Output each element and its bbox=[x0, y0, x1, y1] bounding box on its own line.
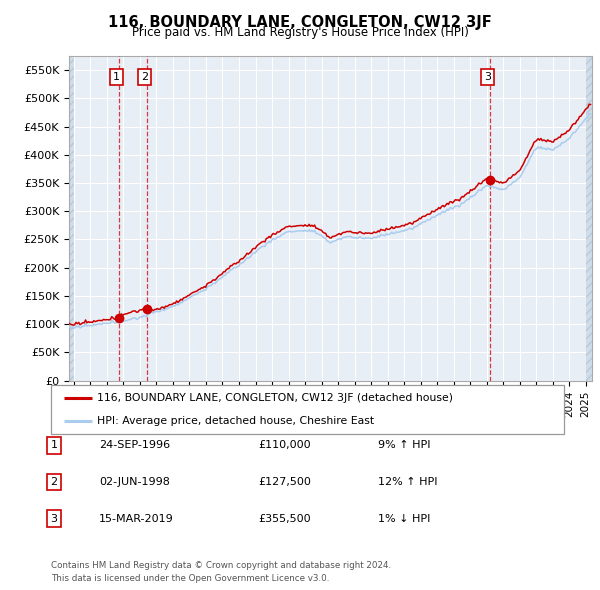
Text: £355,500: £355,500 bbox=[258, 514, 311, 523]
Text: £110,000: £110,000 bbox=[258, 441, 311, 450]
Text: £127,500: £127,500 bbox=[258, 477, 311, 487]
Text: 3: 3 bbox=[484, 72, 491, 82]
Text: 02-JUN-1998: 02-JUN-1998 bbox=[99, 477, 170, 487]
Bar bbox=[586, 56, 592, 381]
Text: Contains HM Land Registry data © Crown copyright and database right 2024.
This d: Contains HM Land Registry data © Crown c… bbox=[51, 562, 391, 583]
Text: 9% ↑ HPI: 9% ↑ HPI bbox=[378, 441, 431, 450]
Text: 1: 1 bbox=[50, 441, 58, 450]
Text: 1% ↓ HPI: 1% ↓ HPI bbox=[378, 514, 430, 523]
Text: 3: 3 bbox=[50, 514, 58, 523]
Text: 24-SEP-1996: 24-SEP-1996 bbox=[99, 441, 170, 450]
Text: HPI: Average price, detached house, Cheshire East: HPI: Average price, detached house, Ches… bbox=[97, 415, 374, 425]
Text: 116, BOUNDARY LANE, CONGLETON, CW12 3JF (detached house): 116, BOUNDARY LANE, CONGLETON, CW12 3JF … bbox=[97, 394, 453, 404]
FancyBboxPatch shape bbox=[51, 385, 564, 434]
Text: 2: 2 bbox=[141, 72, 148, 82]
Text: 15-MAR-2019: 15-MAR-2019 bbox=[99, 514, 174, 523]
Text: 116, BOUNDARY LANE, CONGLETON, CW12 3JF: 116, BOUNDARY LANE, CONGLETON, CW12 3JF bbox=[108, 15, 492, 30]
Text: 1: 1 bbox=[113, 72, 120, 82]
Text: 2: 2 bbox=[50, 477, 58, 487]
Text: Price paid vs. HM Land Registry's House Price Index (HPI): Price paid vs. HM Land Registry's House … bbox=[131, 26, 469, 39]
Text: 12% ↑ HPI: 12% ↑ HPI bbox=[378, 477, 437, 487]
Bar bbox=[69, 56, 74, 381]
